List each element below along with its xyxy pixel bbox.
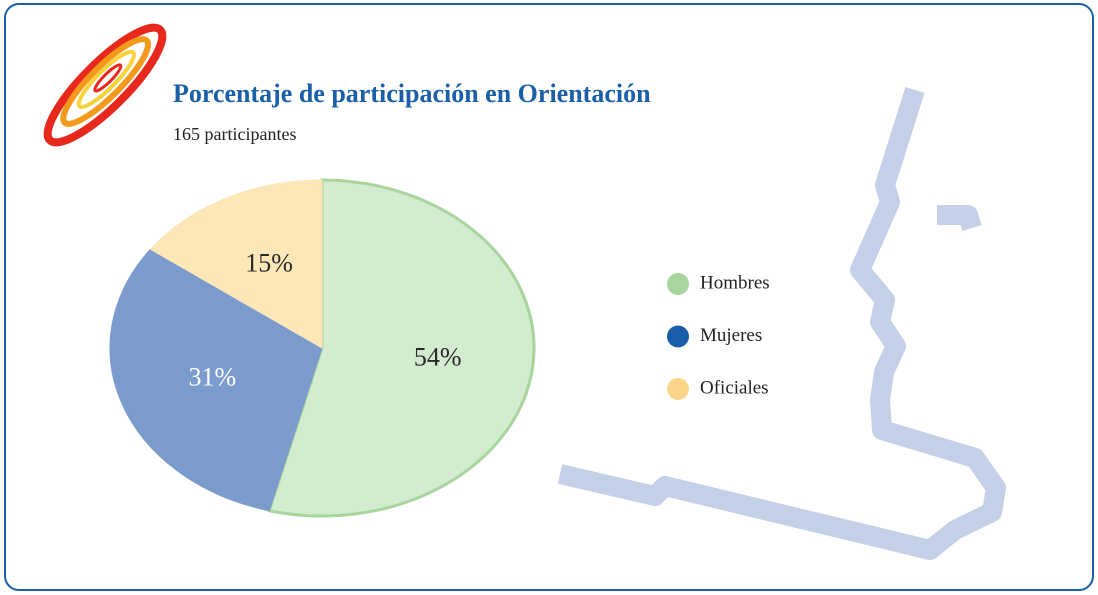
data-label: 15% — [245, 249, 293, 278]
chart-title: Porcentaje de participación en Orientaci… — [173, 79, 651, 108]
legend-label: Oficiales — [700, 377, 769, 398]
subtitle: 165 participantes — [173, 124, 296, 144]
legend: Hombres Mujeres Oficiales — [667, 272, 770, 400]
pie: 54% 31% 15% — [110, 180, 534, 516]
legend-label: Mujeres — [700, 325, 762, 346]
legend-marker — [667, 326, 689, 348]
chart: Porcentaje de participación en Orientaci… — [0, 0, 1098, 595]
data-label: 54% — [414, 343, 462, 372]
data-label: 31% — [188, 362, 236, 391]
legend-label: Hombres — [700, 272, 770, 293]
legend-marker — [667, 273, 689, 295]
legend-marker — [667, 378, 689, 400]
